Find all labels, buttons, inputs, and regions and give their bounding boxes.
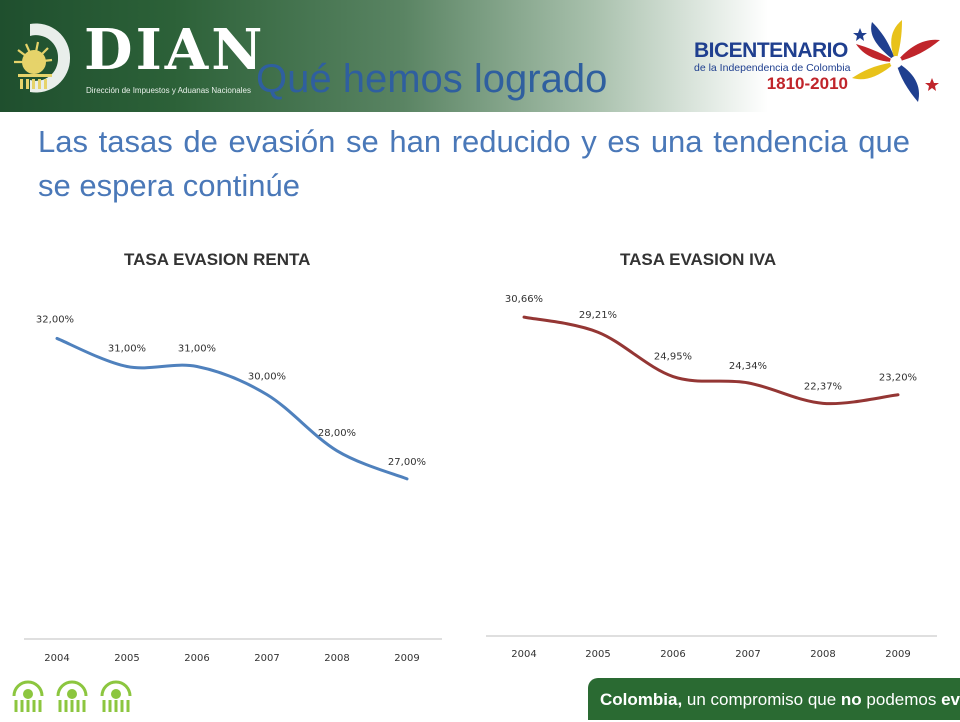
x-tick-iva: 2009 [885,649,910,660]
x-tick-iva: 2008 [810,649,835,660]
slogan-text-1: un compromiso que [682,690,841,709]
x-tick-iva: 2006 [660,649,685,660]
data-label-iva: 22,37% [804,381,842,392]
slogan-bold-2: no [841,690,862,709]
data-label-iva: 24,95% [654,352,692,363]
data-label-iva: 29,21% [579,310,617,321]
slogan-bar: Colombia, un compromiso que no podemos e… [588,678,960,720]
x-tick-iva: 2005 [585,649,610,660]
slogan-bold-3: evadir. [941,690,960,709]
x-tick-iva: 2007 [735,649,760,660]
data-label-iva: 23,20% [879,373,917,384]
slogan-text-2: podemos [862,690,941,709]
x-tick-iva: 2004 [511,649,536,660]
footer-emblems-icon [10,674,140,714]
slogan-bold-1: Colombia, [600,690,682,709]
data-label-iva: 30,66% [505,294,543,305]
data-label-iva: 24,34% [729,361,767,372]
